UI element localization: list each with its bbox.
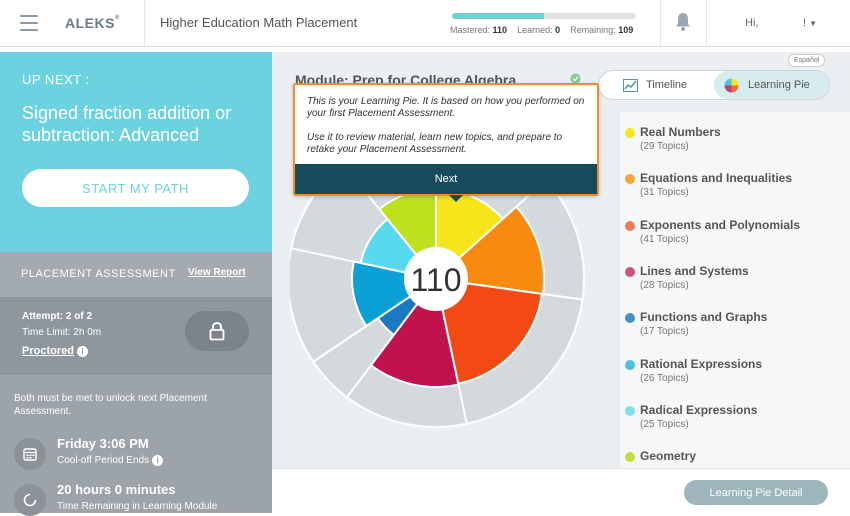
header-divider xyxy=(144,0,145,47)
progress-stats: Mastered: 110 Learned: 0 Remaining: 109 xyxy=(450,25,634,35)
header-divider xyxy=(660,0,661,47)
calendar-icon xyxy=(14,438,46,470)
tooltip-text-2: Use it to review material, learn new top… xyxy=(307,132,563,155)
info-icon[interactable]: i xyxy=(76,345,88,357)
legend-dot xyxy=(625,452,635,462)
proctored-link[interactable]: Proctored i xyxy=(22,345,88,357)
legend-dot xyxy=(625,406,635,416)
placement-title: PLACEMENT ASSESSMENT xyxy=(21,268,176,280)
legend-dot xyxy=(625,360,635,370)
up-next-topic: Signed fraction addition or subtraction:… xyxy=(22,103,232,145)
menu-icon[interactable] xyxy=(20,15,38,31)
time-limit: Time Limit: 2h 0m xyxy=(22,327,102,338)
progress-fill xyxy=(452,13,545,19)
learning-pie-detail-button[interactable]: Learning Pie Detail xyxy=(684,480,828,505)
timeline-tab[interactable]: Timeline xyxy=(599,71,713,99)
info-icon[interactable]: i xyxy=(152,455,164,466)
progress-bar xyxy=(452,13,636,19)
greeting: Hi, xyxy=(745,17,759,29)
bell-icon[interactable] xyxy=(675,12,691,36)
legend-dot xyxy=(625,174,635,184)
aleks-logo[interactable]: ALEKS® xyxy=(65,15,120,31)
chevron-down-icon: ▼ xyxy=(809,19,818,28)
pie-center-count: 110 xyxy=(410,262,461,298)
conditions-note: Both must be met to unlock next Placemen… xyxy=(14,393,207,417)
attempt-count: Attempt: 2 of 2 xyxy=(22,311,92,322)
tooltip-next-button[interactable]: Next xyxy=(295,164,597,194)
cooloff-date: Friday 3:06 PM xyxy=(57,436,149,451)
time-remaining: 20 hours 0 minutes xyxy=(57,482,176,497)
header-divider xyxy=(706,0,707,47)
attempt-panel: Attempt: 2 of 2 Time Limit: 2h 0m Procto… xyxy=(0,297,272,375)
pie-legend: Real Numbers (29 Topics) Equations and I… xyxy=(620,112,850,468)
user-menu[interactable]: ! ▼ xyxy=(803,17,818,29)
espanol-button[interactable]: Español xyxy=(788,54,826,67)
time-remaining-label: Time Remaining in Learning Module xyxy=(57,501,218,512)
learning-pie-tooltip: This is your Learning Pie. It is based o… xyxy=(293,83,599,196)
pie-center xyxy=(404,247,468,311)
pie-chart-icon xyxy=(724,78,739,92)
legend-dot xyxy=(625,221,635,231)
learning-pie-tab[interactable]: Learning Pie xyxy=(714,71,829,99)
check-icon xyxy=(570,73,581,84)
legend-dot xyxy=(625,128,635,138)
legend-dot xyxy=(625,313,635,323)
view-toggle: Timeline Learning Pie xyxy=(598,70,830,100)
placement-header: PLACEMENT ASSESSMENT View Report xyxy=(0,252,272,297)
tooltip-text-1: This is your Learning Pie. It is based o… xyxy=(307,96,585,119)
timeline-icon xyxy=(623,78,638,92)
course-title: Higher Education Math Placement xyxy=(160,15,358,30)
view-report-link[interactable]: View Report xyxy=(188,267,246,278)
unlock-conditions: Both must be met to unlock next Placemen… xyxy=(0,375,272,516)
locked-assessment-button[interactable] xyxy=(185,311,249,351)
lock-icon xyxy=(209,321,225,341)
tooltip-arrow xyxy=(449,195,463,202)
pie-slice-exponents-polynomials[interactable] xyxy=(434,277,544,385)
top-header: ALEKS® Higher Education Math Placement M… xyxy=(0,0,850,47)
cooloff-label: Cool-off Period Ends i xyxy=(57,455,164,466)
clock-icon xyxy=(14,484,46,516)
bottom-bar: Learning Pie Detail xyxy=(272,468,850,513)
up-next-panel: UP NEXT : Signed fraction addition or su… xyxy=(0,52,272,252)
legend-dot xyxy=(625,267,635,277)
start-my-path-button[interactable]: START MY PATH xyxy=(22,169,249,207)
up-next-label: UP NEXT : xyxy=(22,72,90,87)
